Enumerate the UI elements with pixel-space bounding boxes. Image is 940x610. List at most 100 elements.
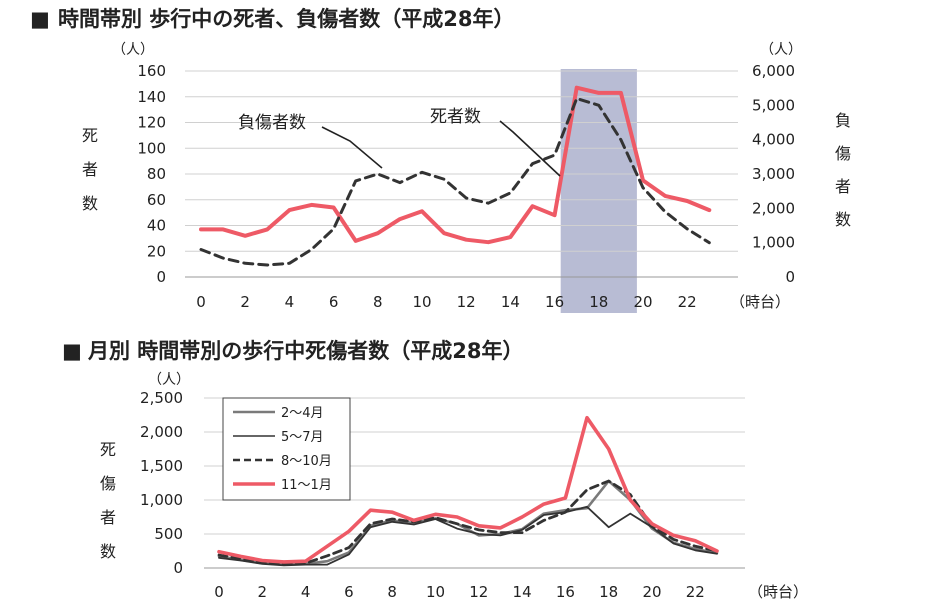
chart-2-point [694, 549, 697, 552]
chart-2-y-tick-label: 1,000 [140, 491, 183, 509]
chart-1-right-tick-label: 0 [785, 268, 795, 286]
chart-2-x-tick-label: 2 [258, 583, 268, 601]
chart-2-point [672, 542, 675, 545]
chart-1-left-title-char-1: 死 [82, 126, 98, 145]
chart-1-x-tick-label: 8 [373, 293, 383, 311]
chart-1-left-ticks: 0 20 40 60 80 100 120 140 160 [137, 62, 166, 286]
chart-2-point [477, 524, 480, 527]
chart-1-point [288, 262, 291, 265]
chart-1-right-title-char-1: 負 [835, 111, 851, 130]
chart-2-point [369, 509, 372, 512]
chart-2-x-tick-label: 18 [599, 583, 618, 601]
chart-1-x-tick-label: 6 [329, 293, 339, 311]
chart-2-legend-label: 8～10月 [281, 454, 332, 469]
chart-2-point [694, 545, 697, 548]
chart-1-point [443, 232, 446, 235]
chart-1-point [244, 234, 247, 237]
chart-1-point [619, 91, 622, 94]
chart-1-point [465, 238, 468, 241]
chart-2-x-tick-label: 8 [387, 583, 397, 601]
chart-2-point [542, 503, 545, 506]
chart-2-point [348, 553, 351, 556]
chart-1: ■ 時間帯別 歩行中の死者、負傷者数（平成28年） （人） （人） （時台） 0… [30, 7, 851, 313]
chart-1-left-tick-label: 100 [137, 139, 166, 157]
chart-2-y-tick-label: 0 [173, 559, 183, 577]
chart-1-right-title-char-2: 傷 [835, 144, 851, 163]
chart-1-point [310, 248, 313, 251]
chart-2-point [607, 448, 610, 451]
chart-2-title-char-4: 数 [100, 542, 116, 561]
chart-1-point [619, 138, 622, 141]
chart-2-point [672, 534, 675, 537]
chart-1-left-tick-label: 120 [137, 114, 166, 132]
chart-2-point [477, 533, 480, 536]
chart-1-point [509, 235, 512, 238]
chart-1-x-tick-label: 18 [589, 293, 608, 311]
chart-1-point [443, 178, 446, 181]
chart-1-right-tick-label: 1,000 [752, 234, 795, 252]
chart-1-series-line-injured [199, 97, 711, 267]
chart-1-point [553, 154, 556, 157]
chart-1-point [244, 262, 247, 265]
chart-1-x-ticks: 0 2 4 6 8 10 12 14 16 18 20 22 [196, 293, 697, 311]
chart-1-annotation-injured: 負傷者数 [238, 113, 306, 133]
chart-2-axis-title: 死 傷 者 数 [100, 440, 116, 561]
chart-1-point [420, 210, 423, 213]
chart-1-x-tick-label: 22 [678, 293, 697, 311]
chart-1-point [575, 86, 578, 89]
chart-2-x-tick-label: 6 [344, 583, 354, 601]
chart-1-point [487, 241, 490, 244]
chart-2-legend-label: 5～7月 [281, 430, 324, 445]
chart-2-point [348, 530, 351, 533]
chart-1-point [641, 179, 644, 182]
chart-1-point [332, 206, 335, 209]
chart-2-point [586, 505, 589, 508]
chart-2-series-line-4 [217, 415, 719, 564]
chart-2-point [542, 519, 545, 522]
chart-2-point [564, 497, 567, 500]
chart-1-gridlines [185, 70, 738, 278]
chart-1-point [664, 194, 667, 197]
chart-1-annotation-deaths-leader [499, 120, 561, 177]
chart-2-point [629, 499, 632, 502]
chart-2-point [412, 523, 415, 526]
chart-1-left-tick-label: 140 [137, 88, 166, 106]
chart-2-y-tick-label: 2,500 [140, 389, 183, 407]
chart-2-point [326, 560, 329, 563]
chart-2-x-axis-label: （時台） [748, 583, 808, 601]
chart-2-x-tick-label: 22 [686, 583, 705, 601]
chart-1-point [686, 227, 689, 230]
chart-1-point [708, 208, 711, 211]
chart-1-point [597, 104, 600, 107]
chart-2-point [521, 531, 524, 534]
chart-2-point [391, 518, 394, 521]
chart-2-point [499, 526, 502, 529]
chart-1-point [376, 172, 379, 175]
chart-1-point [641, 186, 644, 189]
chart-2-y-ticks: 0 500 1,000 1,500 2,000 2,500 [140, 389, 183, 577]
chart-2-point [672, 538, 675, 541]
chart-1-point [487, 202, 490, 205]
chart-2-point [521, 516, 524, 519]
chart-2-legend-label: 11～1月 [281, 478, 332, 493]
chart-2-point [564, 511, 567, 514]
chart-1-right-unit: （人） [760, 42, 802, 58]
chart-2-point [456, 516, 459, 519]
chart-1-x-tick-label: 4 [285, 293, 295, 311]
chart-2-x-tick-label: 10 [426, 583, 445, 601]
chart-2-point [607, 526, 610, 529]
chart-2-point [521, 529, 524, 532]
chart-2-y-tick-label: 500 [154, 525, 183, 543]
chart-2-point [694, 539, 697, 542]
chart-2-point [304, 560, 307, 563]
chart-1-x-tick-label: 0 [196, 293, 206, 311]
chart-1-point [398, 217, 401, 220]
chart-2-point [412, 519, 415, 522]
chart-2-y-tick-label: 1,500 [140, 457, 183, 475]
chart-2-title-marker: ■ [62, 339, 82, 363]
chart-2-point [499, 534, 502, 537]
chart-2-x-tick-label: 12 [469, 583, 488, 601]
chart-1-title-marker: ■ [30, 7, 50, 31]
chart-2-point [261, 559, 264, 562]
